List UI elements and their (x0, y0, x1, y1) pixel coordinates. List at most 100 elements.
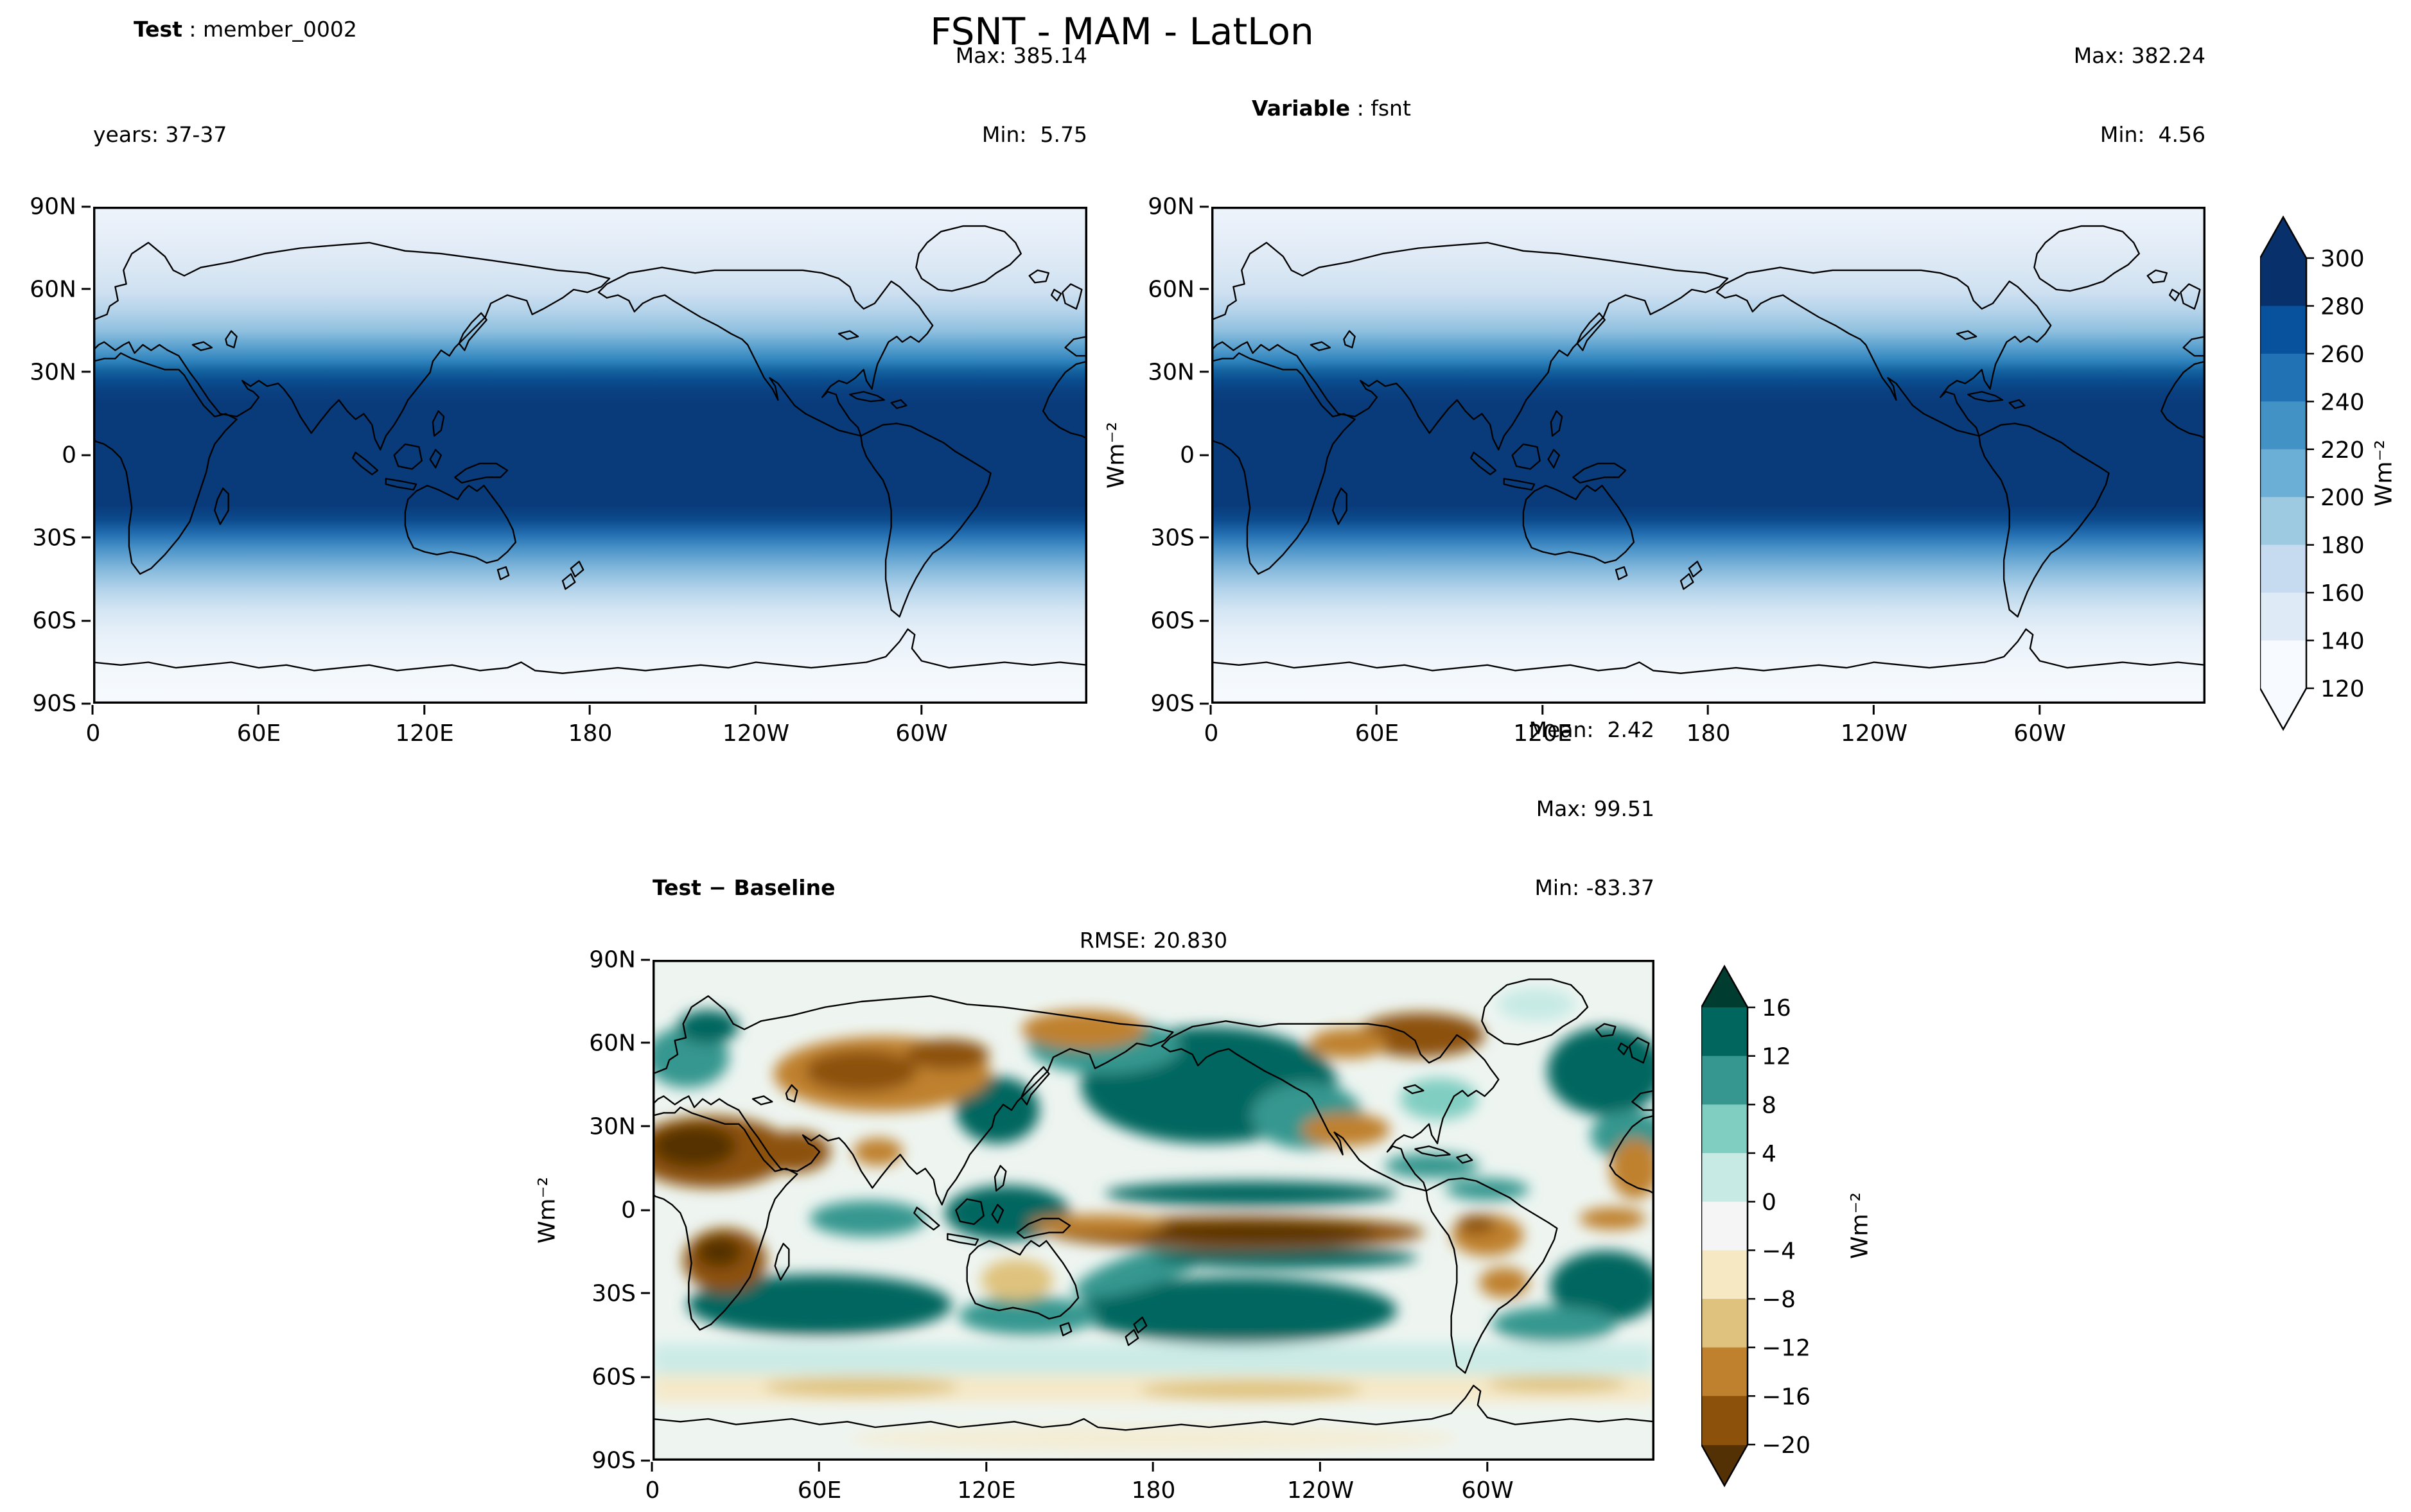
variable-name: fsnt (1371, 96, 1411, 121)
colorbar-tick-label: 220 (2320, 437, 2365, 464)
colorbar-tick-label: 160 (2320, 580, 2365, 607)
lat-tick-label: 90N (30, 193, 91, 220)
test-dataset-line: Test : member_0002 (133, 17, 357, 42)
colorbar-tick-label: 260 (2320, 342, 2365, 368)
colorbar-tick-label: 16 (1762, 995, 1791, 1021)
lon-tick-label: 120E (957, 1462, 1016, 1504)
lon-tick-label: 120W (1286, 1462, 1355, 1504)
lat-tick-label: 60N (1148, 276, 1209, 303)
map-baseline-canvas (1211, 207, 2205, 704)
colorbar-tick-label: −12 (1762, 1335, 1810, 1362)
figure-title: FSNT - MAM - LatLon (930, 10, 1314, 53)
colorbar-segment (2260, 353, 2306, 403)
lat-tick-label: 0 (621, 1197, 650, 1224)
lat-tick-label: 0 (62, 442, 91, 469)
lon-tick-label: 180 (1131, 1462, 1176, 1504)
map-diff-lat-axis: 90N 60N 30N 0 30S 60S 90S (543, 947, 653, 1474)
colorbar-extend-max (1701, 966, 1748, 1007)
lat-tick-label: 60N (589, 1030, 650, 1057)
diff-max: Max: 99.51 (1536, 796, 1654, 821)
panel-test-stats: Mean: 243.32 Max: 385.14 Min: 5.75 (942, 0, 1087, 200)
test-min: Min: 5.75 (981, 122, 1087, 147)
colorbar-segment (1701, 1201, 1748, 1251)
lat-tick-label: 30S (32, 525, 91, 552)
panel-diff: Test − Baseline RMSE: 20.830 Mean: 2.42 … (589, 717, 1654, 1504)
colorbar-extend-max (2260, 217, 2306, 258)
diff-label: Test − Baseline (653, 875, 836, 900)
lat-tick-label: 60S (592, 1364, 650, 1391)
diff-field (653, 987, 1654, 1452)
map-baseline-lat-axis: 90N 60N 30N 0 30S 60S 90S (1102, 194, 1211, 717)
colorbar-diff-canvas: 16 12 8 4 0 −4 −8 −12 −16 −20 (1701, 964, 1810, 1488)
test-max: Max: 385.14 (955, 43, 1087, 68)
colorbar-segment (1701, 1056, 1748, 1106)
lat-tick-label: 30N (589, 1113, 650, 1140)
colorbar-tick-label: 0 (1762, 1190, 1776, 1216)
diff-min: Min: -83.37 (1534, 875, 1654, 900)
lon-tick-label: 60W (895, 705, 948, 747)
lon-tick-label: 120W (1840, 705, 1908, 747)
colorbar-tick-label: 4 (1762, 1141, 1776, 1167)
lon-tick-label: 60W (2013, 705, 2066, 747)
test-years-line: years: 37-37 (93, 122, 227, 147)
colorbar-main-units-label: Wm⁻² (2371, 439, 2398, 507)
lat-tick-label: 60S (32, 607, 91, 634)
lon-tick-label: 120E (1513, 705, 1572, 747)
colorbar-segment (1701, 1104, 1748, 1154)
colorbar-segment (2260, 593, 2306, 641)
lon-tick-label: 60W (1461, 1462, 1514, 1504)
colorbar-tick-label: −8 (1762, 1287, 1796, 1313)
colorbar-segment (1701, 1007, 1748, 1057)
colorbar-segment (2260, 640, 2306, 689)
colorbar-tick-label: −4 (1762, 1238, 1796, 1264)
colorbar-extend-min (1701, 1445, 1748, 1486)
lat-tick-label: 60N (30, 276, 91, 303)
map-test-lat-axis: 90N 60N 30N 0 30S 60S 90S (0, 194, 93, 717)
lat-tick-label: 30N (30, 359, 91, 386)
colorbar-segment (1701, 1299, 1748, 1348)
colorbar-segment (2260, 306, 2306, 354)
diff-mean: Mean: 2.42 (1529, 717, 1655, 742)
lat-tick-label: 30S (592, 1280, 650, 1307)
lat-tick-label: 90N (589, 946, 650, 973)
lon-tick-label: 0 (645, 1462, 660, 1504)
colorbar-tick-label: −16 (1762, 1384, 1810, 1410)
colorbar-segment (1701, 1250, 1748, 1299)
colorbar-segment (2260, 497, 2306, 546)
lon-tick-label: 0 (85, 705, 101, 747)
test-dataset-name: member_0002 (203, 17, 357, 42)
colorbar-tick-label: 12 (1762, 1044, 1791, 1070)
variable-label: Variable (1251, 96, 1351, 121)
lon-tick-label: 120W (722, 705, 790, 747)
diff-rmse: RMSE: 20.830 (1079, 928, 1228, 953)
colorbar-segment (2260, 258, 2306, 307)
lon-tick-label: 180 (1686, 705, 1731, 747)
map-baseline-lon-axis: 0 60E 120E 180 120W 60W (1204, 704, 2205, 751)
baseline-max: Max: 382.24 (2073, 43, 2205, 68)
lon-tick-label: 180 (568, 705, 613, 747)
lat-tick-label: 30S (1150, 525, 1209, 552)
colorbar-segment (2260, 401, 2306, 450)
panel-diff-stats: Mean: 2.42 Max: 99.51 Min: -83.37 (1529, 664, 1655, 953)
colorbar-main-canvas: 300 280 260 240 220 200 180 160 140 120 (2260, 215, 2365, 731)
colorbar-segment (2260, 544, 2306, 593)
lat-tick-label: 90S (32, 690, 91, 717)
colorbar-tick-label: 8 (1762, 1092, 1776, 1118)
map-diff-lon-axis: 0 60E 120E 180 120W 60W (645, 1461, 1654, 1508)
baseline-variable-line: Variable : fsnt (1251, 96, 1411, 121)
lon-tick-label: 60E (1355, 705, 1399, 747)
map-test-lon-axis: 0 60E 120E 180 120W 60W (86, 704, 1087, 751)
lat-tick-label: 0 (1180, 442, 1209, 469)
colorbar-segment (1701, 1396, 1748, 1445)
panel-baseline-stats: Mean: 240.88 Max: 382.24 Min: 4.56 (2060, 0, 2205, 200)
baseline-min: Min: 4.56 (2100, 122, 2205, 147)
colorbar-segment (1701, 1347, 1748, 1397)
diff-units-label: Wm⁻² (534, 1176, 561, 1244)
colorbar-tick-label: 200 (2320, 485, 2365, 511)
lat-tick-label: 60S (1150, 607, 1209, 634)
panel-diff-header: Test − Baseline (653, 822, 836, 953)
lon-tick-label: 0 (1204, 705, 1219, 747)
baseline-units-label: Wm⁻² (1103, 421, 1130, 489)
